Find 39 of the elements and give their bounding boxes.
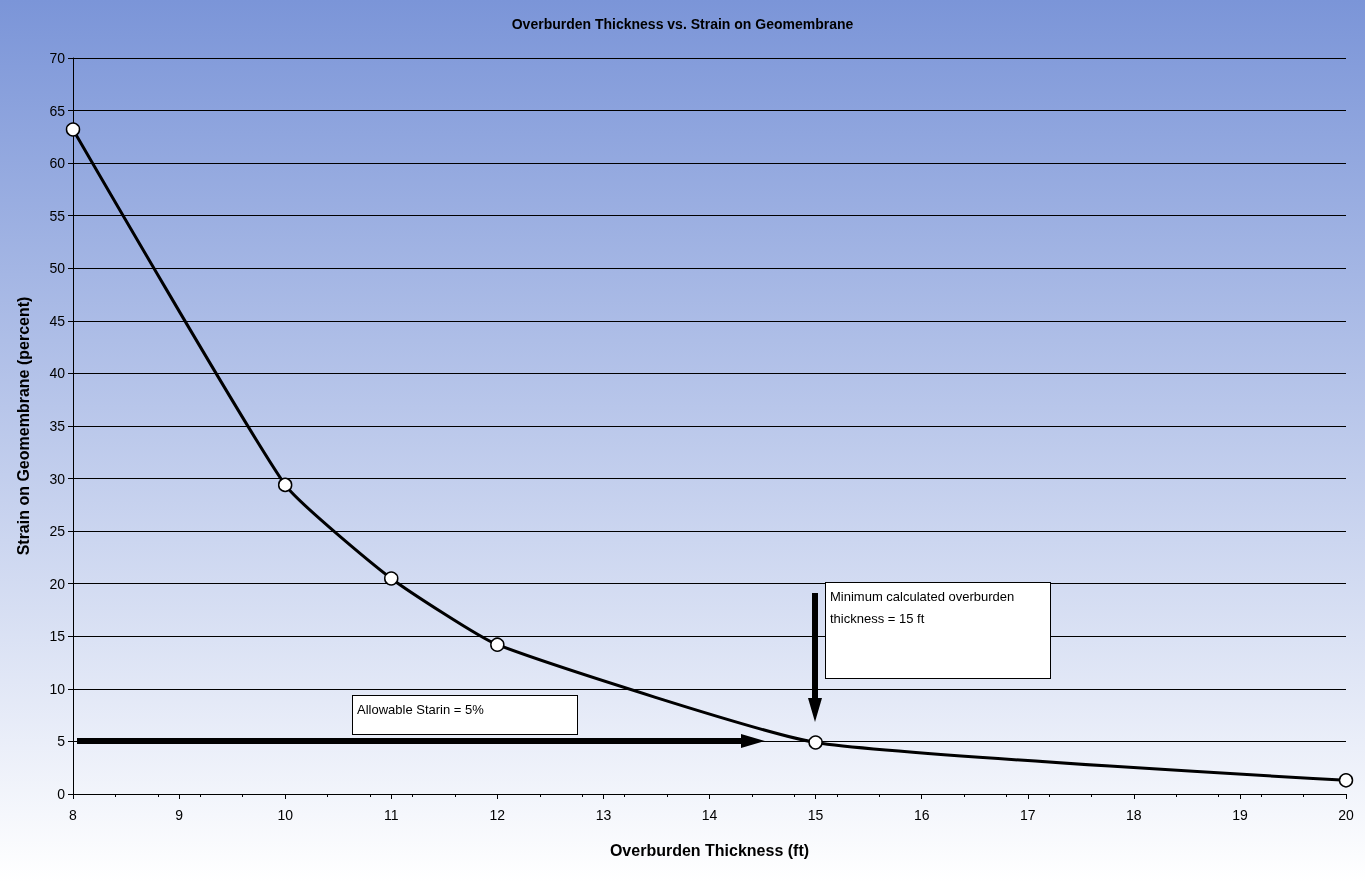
y-tick-label: 55 (49, 207, 66, 224)
y-tick-label: 60 (49, 155, 66, 172)
x-tick-label: 13 (595, 807, 612, 823)
y-tick-label: 35 (49, 418, 66, 434)
y-tick-label: 70 (49, 50, 66, 66)
y-tick-label: 0 (57, 786, 66, 802)
y-tick-label: 25 (49, 523, 66, 540)
x-tick-label: 18 (1126, 807, 1142, 823)
x-tick-label: 9 (175, 807, 184, 823)
y-tick-label: 10 (49, 680, 66, 697)
x-tick-label: 16 (913, 807, 930, 823)
y-axis-title: Strain on Geomembrane (percent) (14, 296, 32, 556)
y-tick-label: 45 (49, 312, 66, 329)
chart-title: Overburden Thickness vs. Strain on Geomembrane (511, 16, 854, 32)
x-tick-label: 12 (489, 807, 506, 823)
point (490, 637, 505, 652)
y-tick-label: 5 (57, 733, 66, 750)
y-tick-label: 65 (49, 102, 66, 119)
y-tick-label: 15 (49, 628, 66, 645)
point (65, 122, 81, 137)
x-tick-label: 11 (383, 807, 399, 823)
y-tick-label: 50 (49, 260, 66, 277)
text-box: Minimum calculated overburden thickness = 15 ft (825, 582, 1051, 679)
point (808, 735, 823, 750)
x-tick-label: 8 (69, 807, 78, 823)
y-tick-label: 30 (49, 470, 66, 487)
text-box: Allowable Starin = 5% (352, 695, 578, 735)
y-tick-label: 40 (49, 365, 66, 382)
x-axis-title: Overburden Thickness (ft) (609, 841, 810, 859)
y-tick-label: 20 (49, 575, 66, 592)
x-tick-label: 10 (277, 807, 294, 823)
x-tick-label: 17 (1019, 807, 1036, 823)
point (1338, 773, 1354, 788)
x-tick-label: 14 (701, 807, 718, 823)
point (277, 477, 293, 493)
point (384, 571, 399, 586)
x-tick-label: 20 (1338, 807, 1354, 823)
x-tick-label: 15 (807, 807, 824, 823)
x-tick-label: 19 (1232, 807, 1248, 823)
